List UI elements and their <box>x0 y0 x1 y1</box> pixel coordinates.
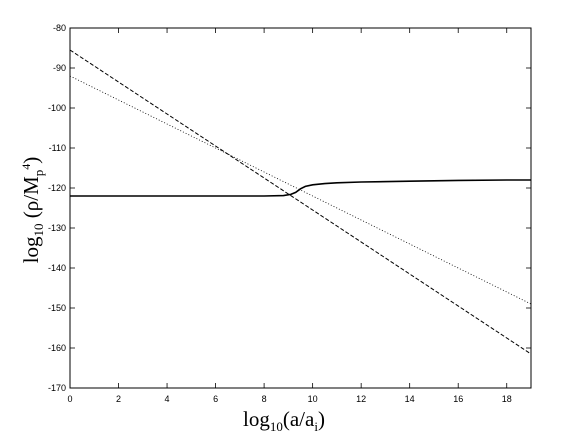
x-axis-title-rest-subscript: i <box>314 419 318 434</box>
x-axis-title-tail: ) <box>318 407 325 431</box>
x-axis-title-main: log <box>243 407 270 431</box>
y-tick-label: -110 <box>49 143 66 153</box>
y-axis-title-rest: (ρ/M <box>19 176 43 224</box>
y-tick-label: -170 <box>48 383 66 393</box>
x-tick-label: 14 <box>405 394 415 404</box>
y-axis-title-rest-superscript: 4 <box>19 164 33 170</box>
y-tick-label: -100 <box>48 103 66 113</box>
y-axis: -80 -90 -100 -110 -120 -130 -140 -150 -160 -170 <box>48 23 531 393</box>
y-axis-title-subscript: 10 <box>31 223 46 236</box>
y-axis-title-tail: ) <box>19 157 43 164</box>
x-tick-label: 6 <box>213 394 218 404</box>
y-tick-label: -160 <box>48 343 66 353</box>
x-tick-label: 4 <box>165 394 170 404</box>
y-tick-label: -80 <box>53 23 66 33</box>
y-tick-label: -120 <box>48 183 66 193</box>
y-axis-title: log10 (ρ/Mp4) <box>19 157 46 264</box>
x-tick-label: 16 <box>453 394 463 404</box>
plot-area-frame <box>69 27 532 389</box>
y-tick-label: -150 <box>48 303 66 313</box>
series-line-dotted <box>69 75 532 305</box>
x-tick-label: 12 <box>356 394 366 404</box>
x-tick-label: 8 <box>262 394 267 404</box>
x-axis: 0 2 4 6 8 10 12 14 16 18 <box>67 28 512 404</box>
x-tick-label: 18 <box>502 394 512 404</box>
series-line-dashed <box>69 49 532 355</box>
x-axis-title-rest: (a/a <box>283 407 315 431</box>
x-tick-label: 2 <box>116 394 121 404</box>
x-axis-title-subscript: 10 <box>270 419 283 434</box>
series-layer <box>69 49 532 355</box>
y-axis-title-rest-subscript: p <box>31 170 46 177</box>
y-axis-title-main: log <box>19 236 43 263</box>
y-tick-label: -90 <box>53 63 66 73</box>
x-axis-title: log10(a/ai) <box>243 407 325 434</box>
x-tick-label: 0 <box>67 394 72 404</box>
y-tick-label: -130 <box>48 223 66 233</box>
y-tick-label: -140 <box>48 263 66 273</box>
x-tick-label: 10 <box>308 394 318 404</box>
series-line-solid <box>70 179 531 197</box>
